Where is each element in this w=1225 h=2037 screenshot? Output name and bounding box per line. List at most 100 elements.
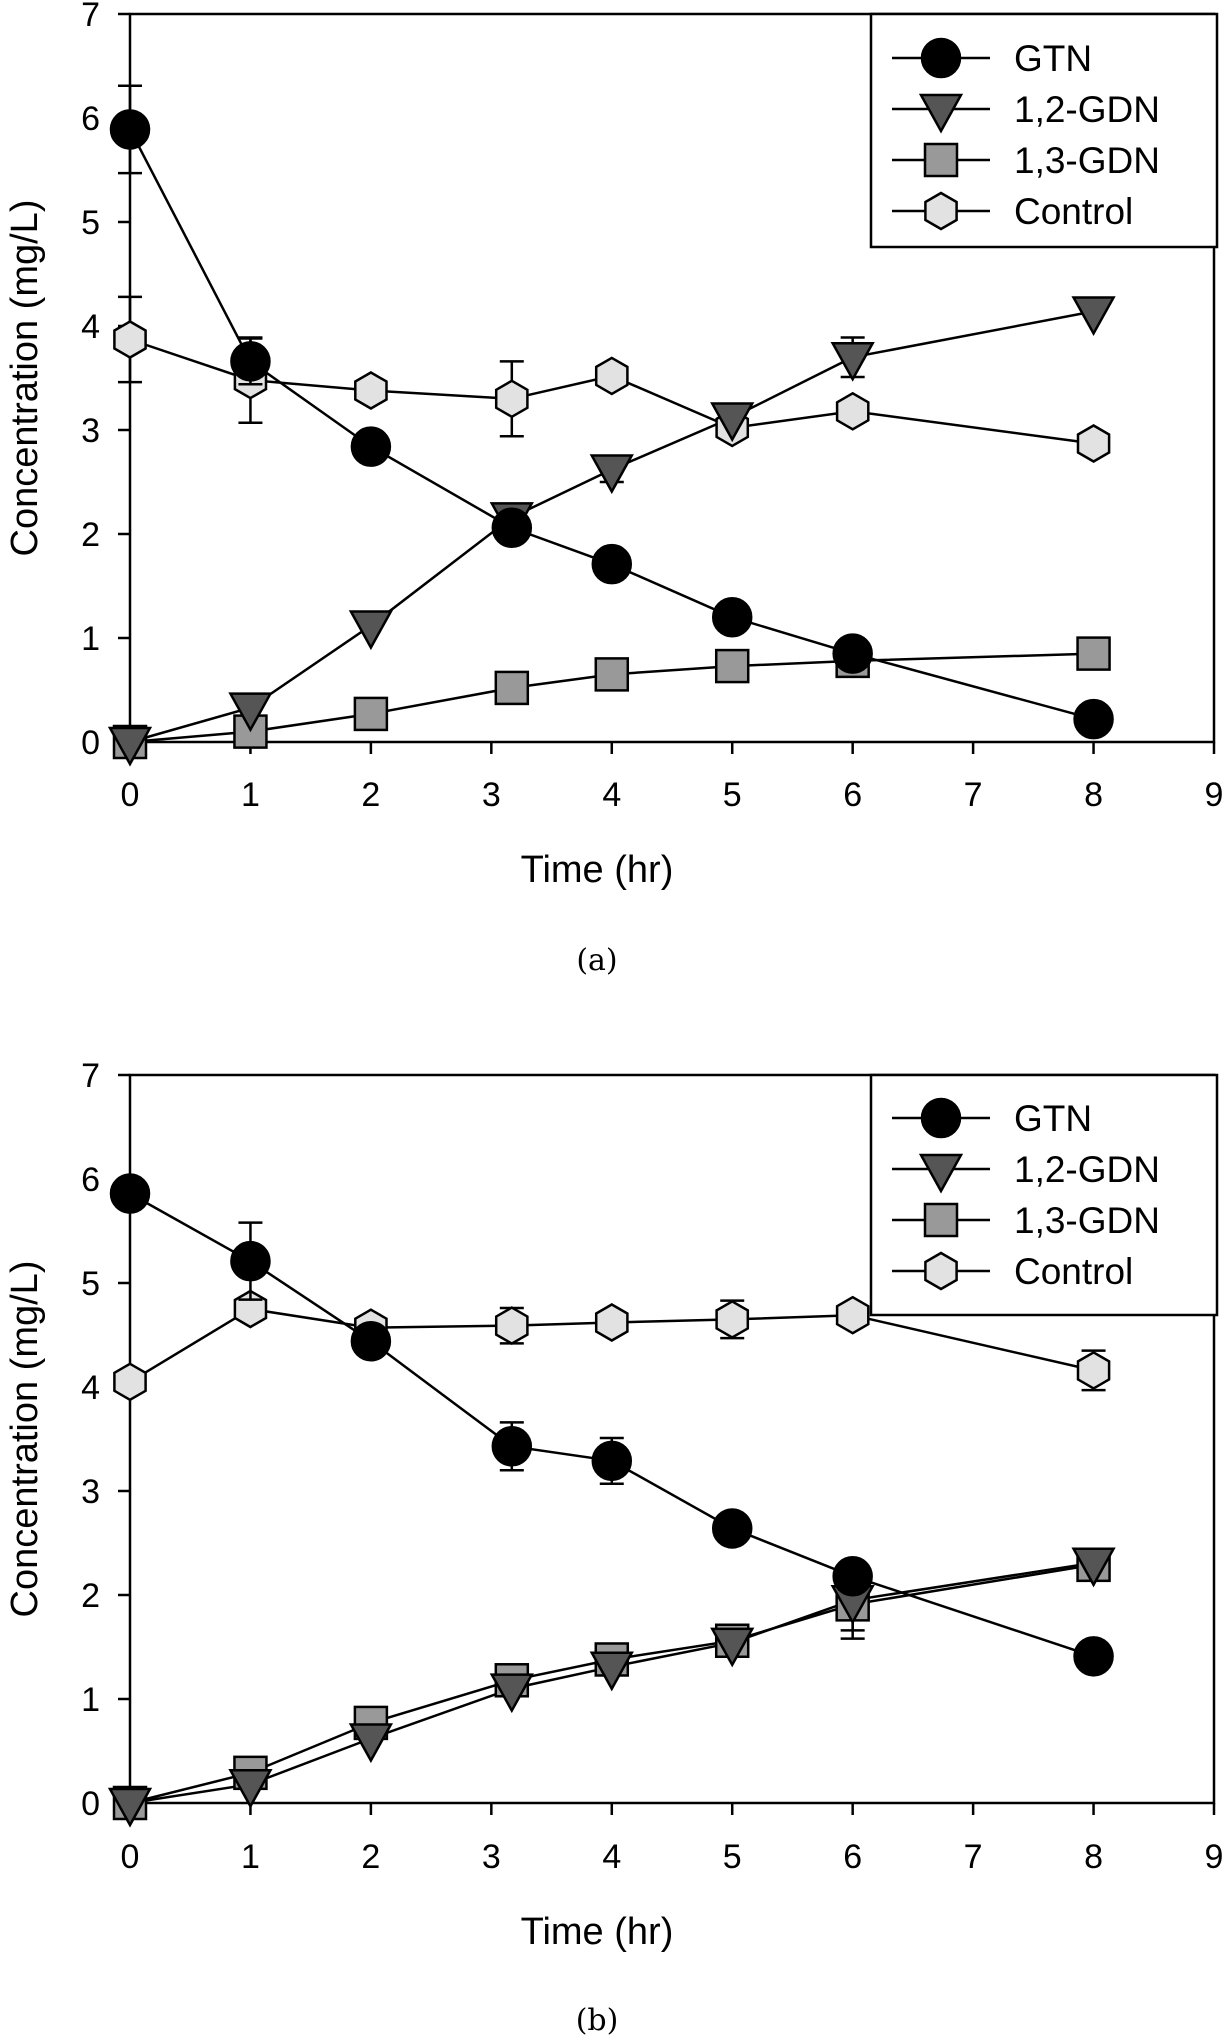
- data-point-gtn: [230, 1240, 271, 1282]
- legend-item-gtn: GTN: [892, 37, 1092, 79]
- data-point-1-2-gdn: [228, 1769, 273, 1809]
- data-point-control: [494, 379, 529, 419]
- data-point-control: [113, 1362, 147, 1402]
- data-point-1-2-gdn: [1071, 296, 1116, 337]
- y-tick-label: 6: [81, 100, 100, 138]
- x-tick-label: 4: [602, 1838, 621, 1876]
- data-point-gtn: [109, 109, 151, 150]
- y-tick-label: 0: [81, 724, 100, 762]
- y-tick-label: 6: [81, 1161, 100, 1199]
- data-point-control: [835, 1295, 870, 1335]
- x-tick-label: 2: [361, 1838, 380, 1876]
- legend-item-control: Control: [892, 1251, 1133, 1292]
- legend-marker-1-2-gdn: [918, 93, 964, 134]
- legend-label: Control: [1014, 191, 1133, 232]
- data-point-gtn: [832, 1556, 873, 1597]
- panel-caption: (b): [576, 2003, 619, 2037]
- legend-marker-control: [924, 191, 958, 231]
- legend-label: GTN: [1014, 1098, 1092, 1139]
- plot-frame: [128, 1073, 1216, 1805]
- x-tick-label: 6: [843, 1838, 862, 1876]
- legend-item-gtn: GTN: [892, 1097, 1092, 1139]
- legend-marker-gtn: [920, 1097, 962, 1139]
- x-tick-label: 4: [602, 776, 621, 814]
- data-point-control: [594, 1303, 629, 1342]
- data-point-1-2-gdn: [228, 692, 273, 733]
- x-tick-label: 9: [1205, 1838, 1224, 1876]
- y-axis-title: Concentration (mg/L): [4, 200, 46, 557]
- legend-label: 1,3-GDN: [1014, 1200, 1160, 1241]
- y-tick-label: 4: [81, 308, 100, 346]
- data-point-gtn: [711, 1508, 753, 1549]
- x-tick-label: 7: [964, 1838, 983, 1876]
- x-tick-label: 3: [482, 1838, 501, 1876]
- x-tick-label: 9: [1205, 776, 1224, 814]
- data-point-control: [835, 391, 870, 431]
- data-point-gtn: [591, 1440, 633, 1482]
- data-point-gtn: [1073, 1636, 1114, 1677]
- x-tick-label: 5: [723, 1838, 742, 1876]
- series-line-1-2-gdn: [129, 1561, 1094, 1805]
- y-axis-title: Concentration (mg/L): [4, 1261, 46, 1618]
- chart-panel-a: 0 1 2 3 4 5 6 7 0 1 2 3 4 5 6 7 8 9 Time (hr) Concentration…: [4, 0, 1223, 978]
- data-point-1-2-gdn: [489, 1673, 534, 1714]
- data-point-gtn: [491, 507, 533, 549]
- x-tick-label: 8: [1084, 776, 1103, 814]
- data-point-1-2-gdn: [830, 341, 875, 382]
- x-tick-label: 0: [121, 1838, 140, 1876]
- series-line-gtn: [129, 1192, 1094, 1658]
- data-point-gtn: [350, 1320, 392, 1362]
- data-point-1-2-gdn: [589, 454, 634, 495]
- legend-marker-control: [924, 1251, 958, 1291]
- legend-label: 1,2-GDN: [1014, 1149, 1160, 1190]
- legend-marker-1-3-gdn: [923, 1202, 959, 1238]
- data-point-1-2-gdn: [710, 1627, 755, 1668]
- data-point-control: [1076, 424, 1111, 463]
- x-tick-label: 7: [964, 776, 983, 814]
- y-tick-label: 0: [81, 1785, 100, 1823]
- series-line-1-3-gdn: [129, 652, 1094, 744]
- panel-caption: (a): [576, 943, 617, 978]
- series-line-1-3-gdn: [129, 1563, 1094, 1805]
- data-point-control: [1076, 1350, 1111, 1390]
- legend: GTN 1,2-GDN 1,3-GDN Control: [869, 12, 1219, 249]
- data-point-gtn: [109, 1173, 151, 1214]
- x-axis-title: Time (hr): [521, 849, 674, 891]
- y-tick-label: 5: [81, 204, 100, 242]
- legend-label: 1,2-GDN: [1014, 89, 1160, 130]
- legend-item-control: Control: [892, 191, 1133, 232]
- data-point-1-2-gdn: [107, 726, 153, 767]
- data-point-gtn: [591, 543, 633, 585]
- legend: GTN 1,2-GDN 1,3-GDN Control: [869, 1073, 1219, 1317]
- legend-label: GTN: [1014, 38, 1092, 79]
- x-tick-label: 3: [482, 776, 501, 814]
- x-tick-label: 5: [723, 776, 742, 814]
- data-point-control: [594, 356, 629, 396]
- y-tick-label: 2: [81, 1577, 100, 1615]
- series-line-control: [129, 1307, 1094, 1383]
- data-point-control: [715, 1299, 750, 1339]
- data-point-control: [113, 320, 147, 359]
- data-point-gtn: [230, 341, 271, 382]
- legend-marker-1-3-gdn: [923, 142, 959, 178]
- y-tick-label: 3: [81, 1473, 100, 1511]
- legend-item-1-3-gdn: 1,3-GDN: [892, 1200, 1160, 1241]
- x-tick-label: 0: [121, 776, 140, 814]
- series-line-gtn: [128, 128, 1094, 721]
- y-tick-label: 3: [81, 412, 100, 450]
- data-point-1-2-gdn: [589, 1651, 634, 1692]
- y-tick-label: 1: [81, 1681, 100, 1719]
- data-point-gtn: [491, 1426, 533, 1467]
- data-point-1-3-gdn: [494, 670, 530, 706]
- x-tick-label: 1: [241, 776, 260, 814]
- series-line-control: [129, 338, 1094, 445]
- data-point-gtn: [350, 426, 392, 467]
- data-point-gtn: [711, 596, 753, 638]
- legend-item-1-2-gdn: 1,2-GDN: [892, 89, 1160, 134]
- data-point-1-2-gdn: [107, 1787, 153, 1828]
- data-point-1-2-gdn: [348, 610, 394, 651]
- legend-label: Control: [1014, 1251, 1133, 1292]
- data-point-1-3-gdn: [353, 696, 389, 732]
- y-tick-label: 7: [81, 0, 100, 34]
- legend-item-1-2-gdn: 1,2-GDN: [892, 1149, 1160, 1194]
